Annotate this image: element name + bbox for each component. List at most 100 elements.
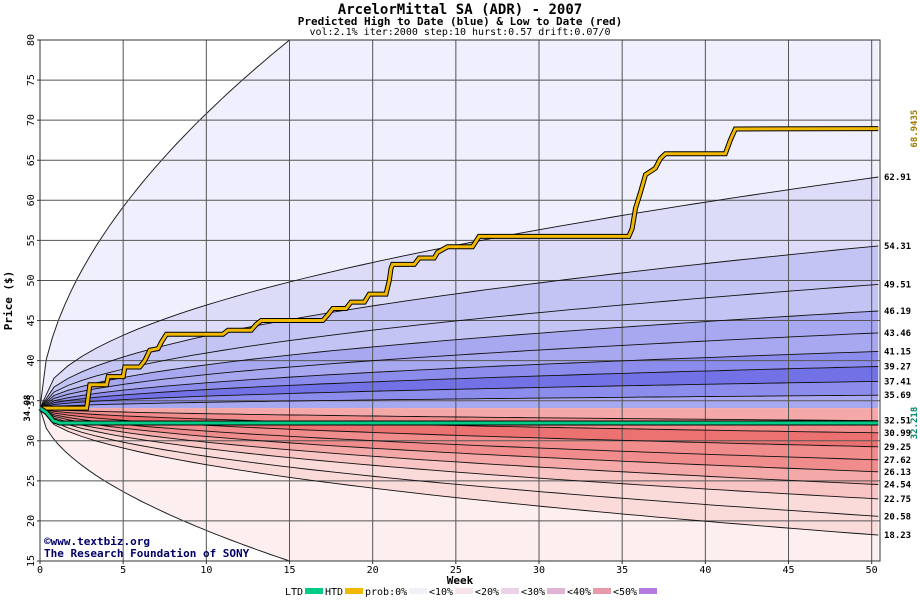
level-label: 18.23 [884,531,911,541]
level-label: 43.46 [884,329,911,339]
level-label: 39.27 [884,362,911,372]
y-tick-label: 55 [26,234,37,246]
y-tick-label: 50 [26,274,37,286]
band-low-2 [40,408,879,447]
envelope-high-line [39,39,879,409]
level-curve-41.15 [39,350,879,409]
level-curve-20.58 [39,407,879,517]
level-curve-18.23 [39,407,879,536]
credit-url: ©www.textbiz.org [44,535,150,548]
y-tick-label: 25 [26,475,37,487]
chart-params: vol:2.1% iter:2000 step:10 hurst:0.57 dr… [309,27,611,38]
legend-swatch [501,588,519,594]
band-low-3 [40,408,879,460]
probability-bands [40,40,879,561]
credit-org: The Research Foundation of SONY [44,547,250,560]
legend-label: <40% [567,587,591,598]
band-high-4 [40,332,879,409]
legend-label: prob:0% [365,587,407,598]
legend-label: HTD [325,587,343,598]
y-tick-label: 20 [26,515,37,527]
band-high-5 [40,351,879,409]
series-lines [38,126,879,426]
level-curve-24.54 [39,407,879,485]
y-axis-ticks: 15 20 25 30 35 40 45 50 55 60 65 70 75 80 34.08 [23,34,40,567]
y-tick-label: 40 [26,355,37,367]
level-label: 20.58 [884,512,911,522]
level-label: 22.75 [884,495,911,505]
y-tick-label: 75 [26,74,37,86]
x-tick-label: 35 [616,565,628,576]
legend-label: <10% [429,587,453,598]
legend-label: <30% [521,587,545,598]
level-label: 26.13 [884,468,911,478]
level-label: 62.91 [884,173,911,183]
level-label: 32.51 [884,417,911,427]
level-label: 30.99 [884,429,911,439]
level-curve-22.75 [39,407,879,500]
legend-swatch [593,588,611,594]
legend-label: <50% [613,587,637,598]
y-tick-label: 70 [26,114,37,126]
level-curve-35.69 [39,394,879,409]
band-low-4 [40,408,879,472]
x-tick-label: 5 [120,565,126,576]
htd-line [40,127,879,410]
x-tick-label: 30 [533,565,545,576]
start-price-label: 34.08 [23,395,33,422]
y-axis-label: Price ($) [2,271,15,331]
y-tick-label: 30 [26,435,37,447]
level-curve-39.27 [39,366,879,409]
level-curve-54.31 [39,245,879,409]
level-curve-27.62 [39,407,879,461]
level-curve-30.99 [39,407,879,434]
chart-title: ArcelorMittal SA (ADR) - 2007 [337,2,583,18]
level-curve-46.19 [39,310,879,409]
ltd-line [39,406,879,425]
band-high-1 [40,245,879,409]
y-tick-label: 45 [26,315,37,327]
level-curve-32.51 [39,407,879,422]
band-low-7 [40,408,879,517]
legend-swatch [455,588,473,594]
x-tick-label: 45 [782,565,794,576]
legend-label: <20% [475,587,499,598]
legend-swatch [547,588,565,594]
level-label: 49.51 [884,280,911,290]
band-low-1 [40,408,879,433]
level-label: 41.15 [884,347,911,357]
band-low-0 [40,408,879,421]
legend-label: LTD [285,587,303,598]
x-axis-ticks: 0 5 10 15 20 25 30 35 40 45 50 [37,561,878,576]
band-high-2 [40,284,879,409]
level-curve-37.41 [39,380,879,409]
plot-frame [39,39,881,562]
legend-swatch [639,588,657,594]
final-htd-label: 68.9435 [910,110,920,148]
x-tick-label: 10 [200,565,212,576]
final-ltd-label: 32.218 [910,407,920,440]
x-tick-label: 40 [699,565,711,576]
legend-swatch [345,588,363,594]
x-tick-label: 25 [450,565,462,576]
band-high-3 [40,311,879,409]
band-high-8 [40,395,879,409]
level-label: 46.19 [884,307,911,317]
y-tick-label: 65 [26,154,37,166]
band-high-0 [40,177,879,409]
band-low-5 [40,408,879,485]
level-label: 29.25 [884,443,911,453]
legend-swatch [305,588,323,594]
level-label: 37.41 [884,377,911,387]
level-label: 54.31 [884,242,911,252]
level-label: 35.69 [884,391,911,401]
envelope-low-line [39,407,879,562]
envelope-lines [39,39,879,562]
x-tick-label: 0 [37,565,43,576]
y-tick-label: 15 [26,555,37,567]
level-curve-49.51 [39,283,879,409]
level-label: 24.54 [884,481,912,491]
x-axis-label: Week [447,574,474,587]
chart-subtitle: Predicted High to Date (blue) & Low to D… [297,15,623,28]
